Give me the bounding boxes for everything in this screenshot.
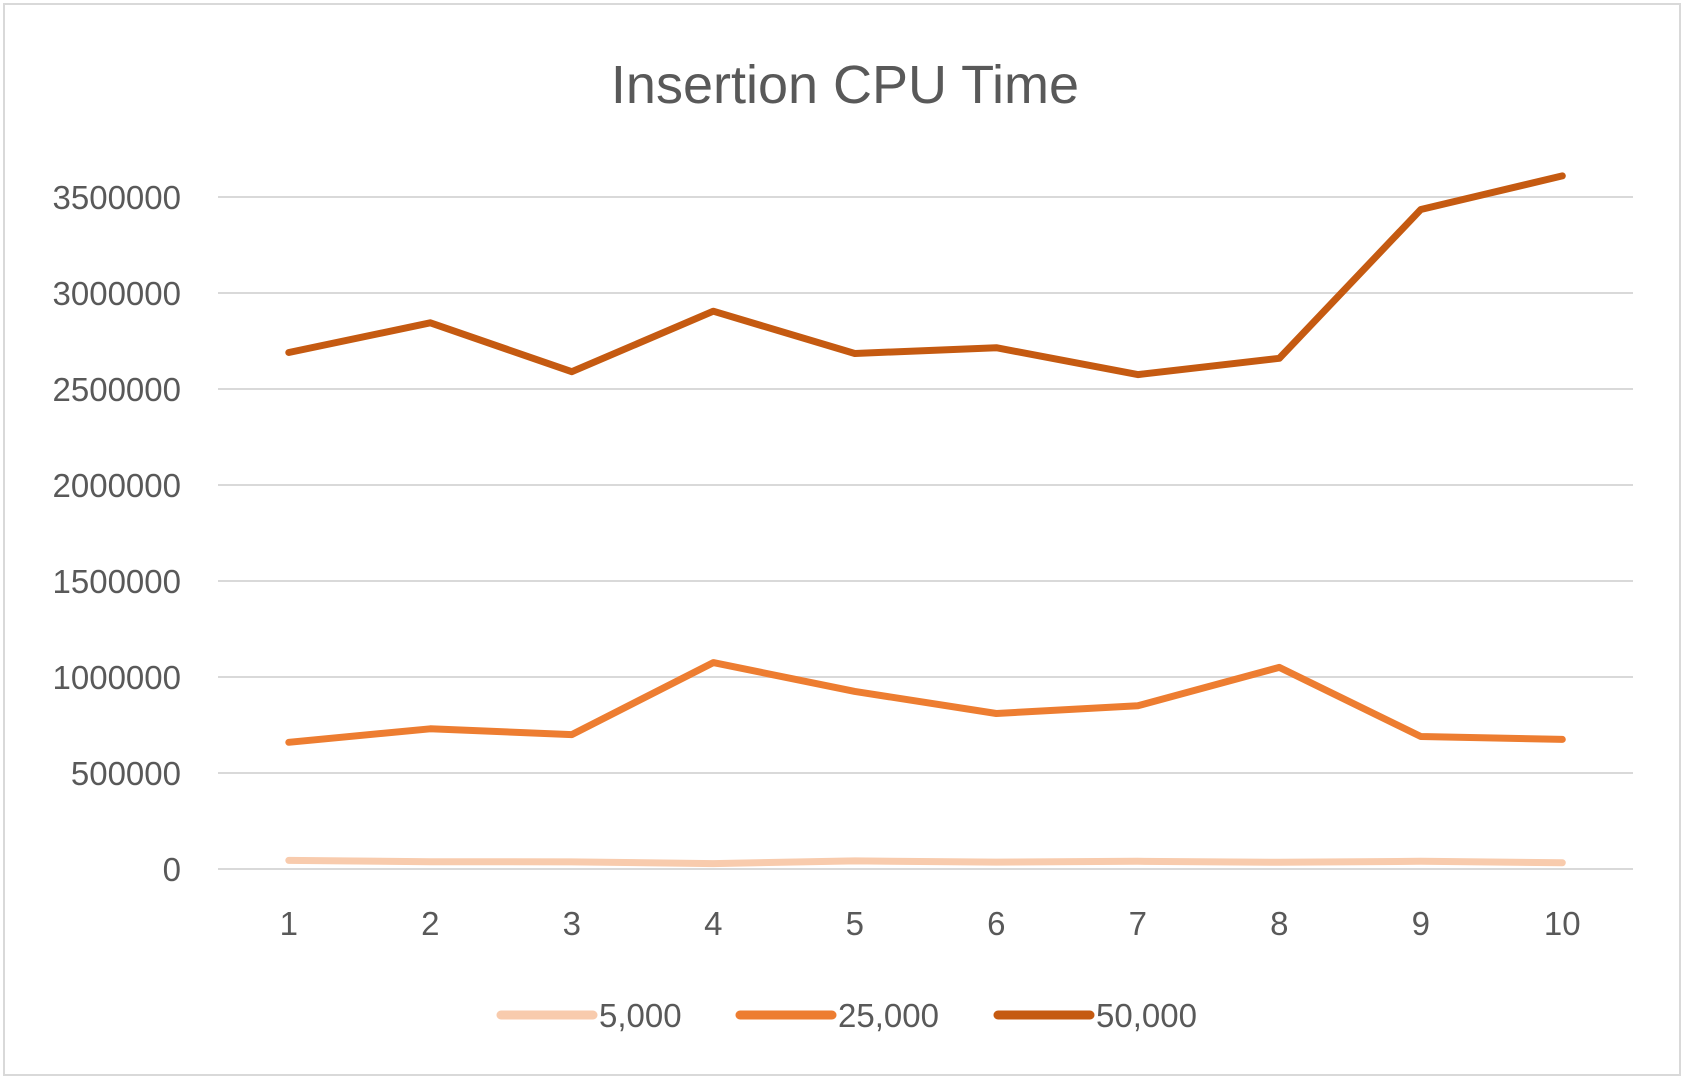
x-tick-label: 3 (563, 905, 581, 942)
y-tick-label: 1500000 (53, 563, 181, 600)
y-tick-label: 3500000 (53, 179, 181, 216)
y-axis-tick-labels: 0 500000 1000000 1500000 2000000 2500000 30000… (53, 179, 181, 888)
legend-label: 5,000 (599, 997, 682, 1034)
x-tick-label: 6 (987, 905, 1005, 942)
y-tick-label: 2000000 (53, 467, 181, 504)
x-tick-label: 1 (280, 905, 298, 942)
chart-title: Insertion CPU Time (611, 55, 1079, 115)
legend-label: 50,000 (1096, 997, 1197, 1034)
y-tick-label: 1000000 (53, 659, 181, 696)
x-tick-label: 10 (1544, 905, 1581, 942)
series-line-1 (285, 856, 1566, 868)
gridlines (218, 196, 1633, 870)
legend: 5,000 25,000 50,000 (496, 997, 1197, 1034)
x-tick-label: 8 (1270, 905, 1288, 942)
chart-frame: Insertion CPU Time 0 500000 1000000 1500000… (3, 3, 1681, 1076)
y-tick-label: 3000000 (53, 275, 181, 312)
y-tick-label: 0 (163, 851, 181, 888)
x-tick-label: 5 (846, 905, 864, 942)
y-tick-label: 2500000 (53, 371, 181, 408)
y-tick-label: 500000 (71, 755, 181, 792)
legend-label: 25,000 (838, 997, 939, 1034)
series-lines (285, 172, 1566, 868)
x-tick-label: 7 (1129, 905, 1147, 942)
x-tick-label: 9 (1412, 905, 1430, 942)
x-axis-tick-labels: 1 2 3 4 5 6 7 8 9 10 (280, 905, 1581, 942)
line-chart: Insertion CPU Time 0 500000 1000000 1500000… (53, 55, 1633, 1034)
x-tick-label: 2 (421, 905, 439, 942)
series-line-2 (285, 659, 1566, 746)
series-line-3 (285, 172, 1566, 379)
x-tick-label: 4 (704, 905, 722, 942)
